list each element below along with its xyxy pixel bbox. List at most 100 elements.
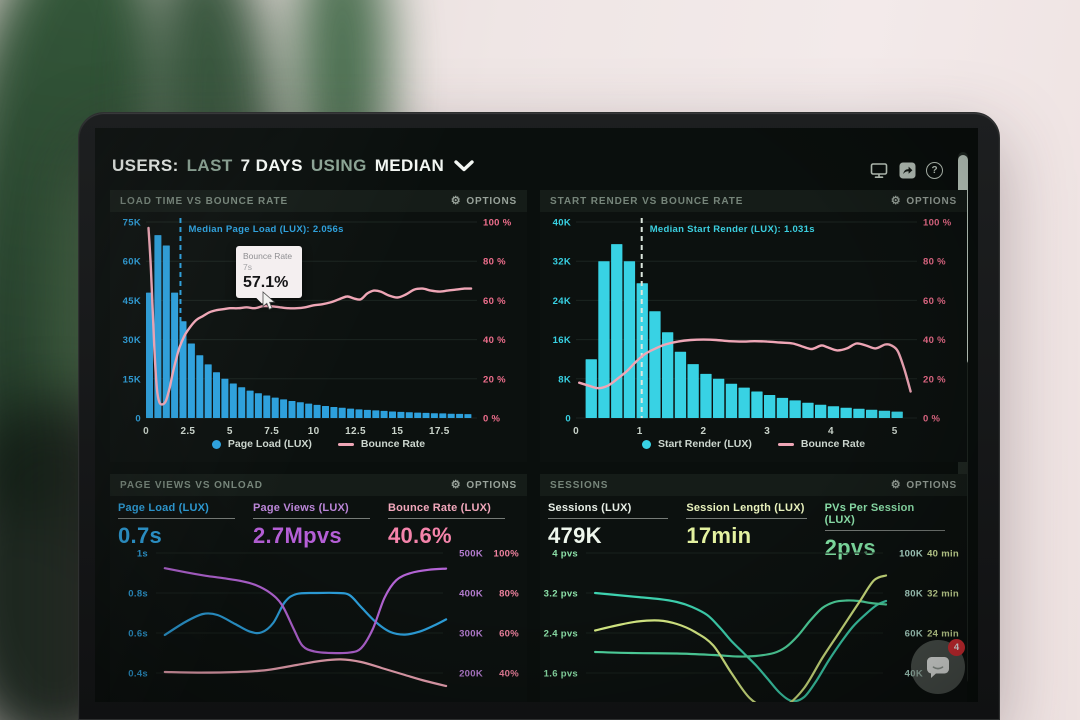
title-7days: 7 DAYS [240,156,303,175]
legend-item[interactable]: Start Render (LUX) [641,438,752,450]
legend-label: Start Render (LUX) [657,438,752,450]
svg-text:3.2 pvs: 3.2 pvs [544,589,578,600]
options-button[interactable]: ⚙ OPTIONS [450,478,517,491]
metric-value: 2pvs [824,535,876,560]
legend-line-swatch [777,442,794,446]
chat-widget-button[interactable]: 4 [911,639,965,694]
legend-line-swatch [337,442,354,446]
svg-text:32K: 32K [553,257,571,268]
legend-dot-swatch [641,439,651,449]
panel-header: PAGE VIEWS VS ONLOAD ⚙ OPTIONS [110,474,527,496]
legend-item[interactable]: Page Load (LUX) [211,438,312,450]
metric-label: Page Load (LUX) [118,502,210,514]
svg-text:7.5: 7.5 [264,426,279,437]
metric-underline [548,518,669,519]
svg-text:5: 5 [892,426,898,437]
svg-text:0 %: 0 % [483,414,501,425]
panel-header: START RENDER VS BOUNCE RATE ⚙ OPTIONS [540,190,967,212]
tooltip-value: 57.1% [243,274,289,291]
dashboard-title[interactable]: USERS: LAST 7 DAYS USING MEDIAN [112,156,474,176]
svg-text:1s: 1s [137,549,148,560]
metric-pvs-per-session: PVs Per Session (LUX) 2pvs [824,502,963,561]
options-button[interactable]: ⚙ OPTIONS [891,195,957,207]
svg-text:0: 0 [565,414,571,425]
svg-text:60 %: 60 % [923,296,946,307]
svg-text:40%: 40% [499,669,519,680]
chart-legend: Start Render (LUX) Bounce Rate [540,438,967,450]
help-icon[interactable]: ? [926,161,943,179]
chevron-down-icon[interactable] [454,160,474,172]
legend-item[interactable]: Bounce Rate [777,438,865,450]
tooltip-subtitle: 7s [243,262,252,272]
svg-text:20 %: 20 % [923,374,946,385]
metric-sessions: Sessions (LUX) 479K [548,502,686,561]
svg-text:1: 1 [637,426,643,437]
panel-title: LOAD TIME VS BOUNCE RATE [120,195,289,207]
svg-text:100 %: 100 % [483,218,512,229]
svg-text:0 %: 0 % [923,414,941,425]
panel-header: SESSIONS ⚙ OPTIONS [540,474,967,496]
svg-text:15K: 15K [123,374,141,385]
svg-text:400K: 400K [459,589,483,600]
svg-text:1.6 pvs: 1.6 pvs [544,669,578,680]
svg-text:Median Page Load (LUX): 2.056s: Median Page Load (LUX): 2.056s [188,224,343,235]
metric-page-views: Page Views (LUX) 2.7Mpvs [252,502,388,549]
dashboard-screen: USERS: LAST 7 DAYS USING MEDIAN ? [95,128,978,702]
metric-page-load: Page Load (LUX) 0.7s [118,502,253,549]
svg-text:80 %: 80 % [483,257,506,268]
title-last: LAST [186,156,233,175]
svg-text:100K: 100K [899,549,923,560]
svg-text:2.5: 2.5 [180,426,195,437]
metric-value: 2.7Mpvs [252,523,342,548]
svg-text:300K: 300K [459,629,483,640]
chat-unread-badge: 4 [948,639,965,656]
legend-dot-swatch [211,439,221,449]
options-label: OPTIONS [906,479,957,491]
metric-label: PVs Per Session (LUX) [824,502,915,526]
svg-text:40 %: 40 % [483,335,506,346]
gear-icon: ⚙ [450,478,462,491]
svg-text:Median Start Render (LUX): 1.0: Median Start Render (LUX): 1.031s [650,224,815,235]
metric-bounce-rate: Bounce Rate (LUX) 40.6% [387,502,523,549]
share-icon[interactable] [898,161,916,179]
svg-text:0.4s: 0.4s [128,669,148,680]
svg-text:60K: 60K [123,257,141,268]
metric-underline [387,518,505,519]
svg-text:17.5: 17.5 [429,426,450,437]
panel-header: LOAD TIME VS BOUNCE RATE ⚙ OPTIONS [110,190,527,212]
chat-bubble-icon [927,657,949,678]
line-chart: 4 pvs 100K 40 min 3.2 pvs 80K 32 min 2.4 pvs 60… [544,549,959,702]
bar-line-chart: 75K 100 % 60K 80 % 45K 60 % 30K 40 % 15K 20 % 0 0 %… [123,218,512,438]
metric-underline [686,518,807,519]
svg-text:16K: 16K [553,335,571,346]
options-label: OPTIONS [466,195,517,207]
svg-text:0: 0 [573,426,579,437]
gear-icon: ⚙ [450,194,462,207]
legend-item[interactable]: Bounce Rate [337,438,425,450]
metric-label: Bounce Rate (LUX) [387,502,491,514]
svg-text:5: 5 [227,426,233,437]
metric-value: 0.7s [118,523,163,548]
metric-underline [252,518,370,519]
svg-text:20 %: 20 % [483,374,506,385]
svg-text:8K: 8K [558,374,571,385]
svg-text:12.5: 12.5 [345,426,366,437]
svg-text:0: 0 [143,426,149,437]
svg-text:80 %: 80 % [923,257,946,268]
options-button[interactable]: ⚙ OPTIONS [891,479,957,491]
svg-text:100 %: 100 % [923,218,952,229]
bar-line-chart: 40K 100 % 32K 80 % 24K 60 % 16K 40 % 8K 20 % 0 0 % M… [553,218,952,438]
panel-page-views-vs-onload: PAGE VIEWS VS ONLOAD ⚙ OPTIONS Page Load… [110,474,527,702]
metric-value: 479K [548,523,602,548]
options-label: OPTIONS [466,479,517,491]
metric-underline [824,530,945,531]
line-chart: 1s 500K 100% 0.8s 400K 80% 0.6s 300K 60% 0.4s 200K… [128,549,519,688]
mouse-cursor [262,291,276,310]
metric-underline [118,518,235,519]
title-using: USING [310,156,367,175]
panel-start-render-vs-bounce-rate: START RENDER VS BOUNCE RATE ⚙ OPTIONS 40… [540,190,967,462]
display-icon[interactable] [870,161,888,179]
svg-text:30K: 30K [123,335,141,346]
svg-text:0: 0 [135,414,141,425]
options-button[interactable]: ⚙ OPTIONS [450,194,517,207]
